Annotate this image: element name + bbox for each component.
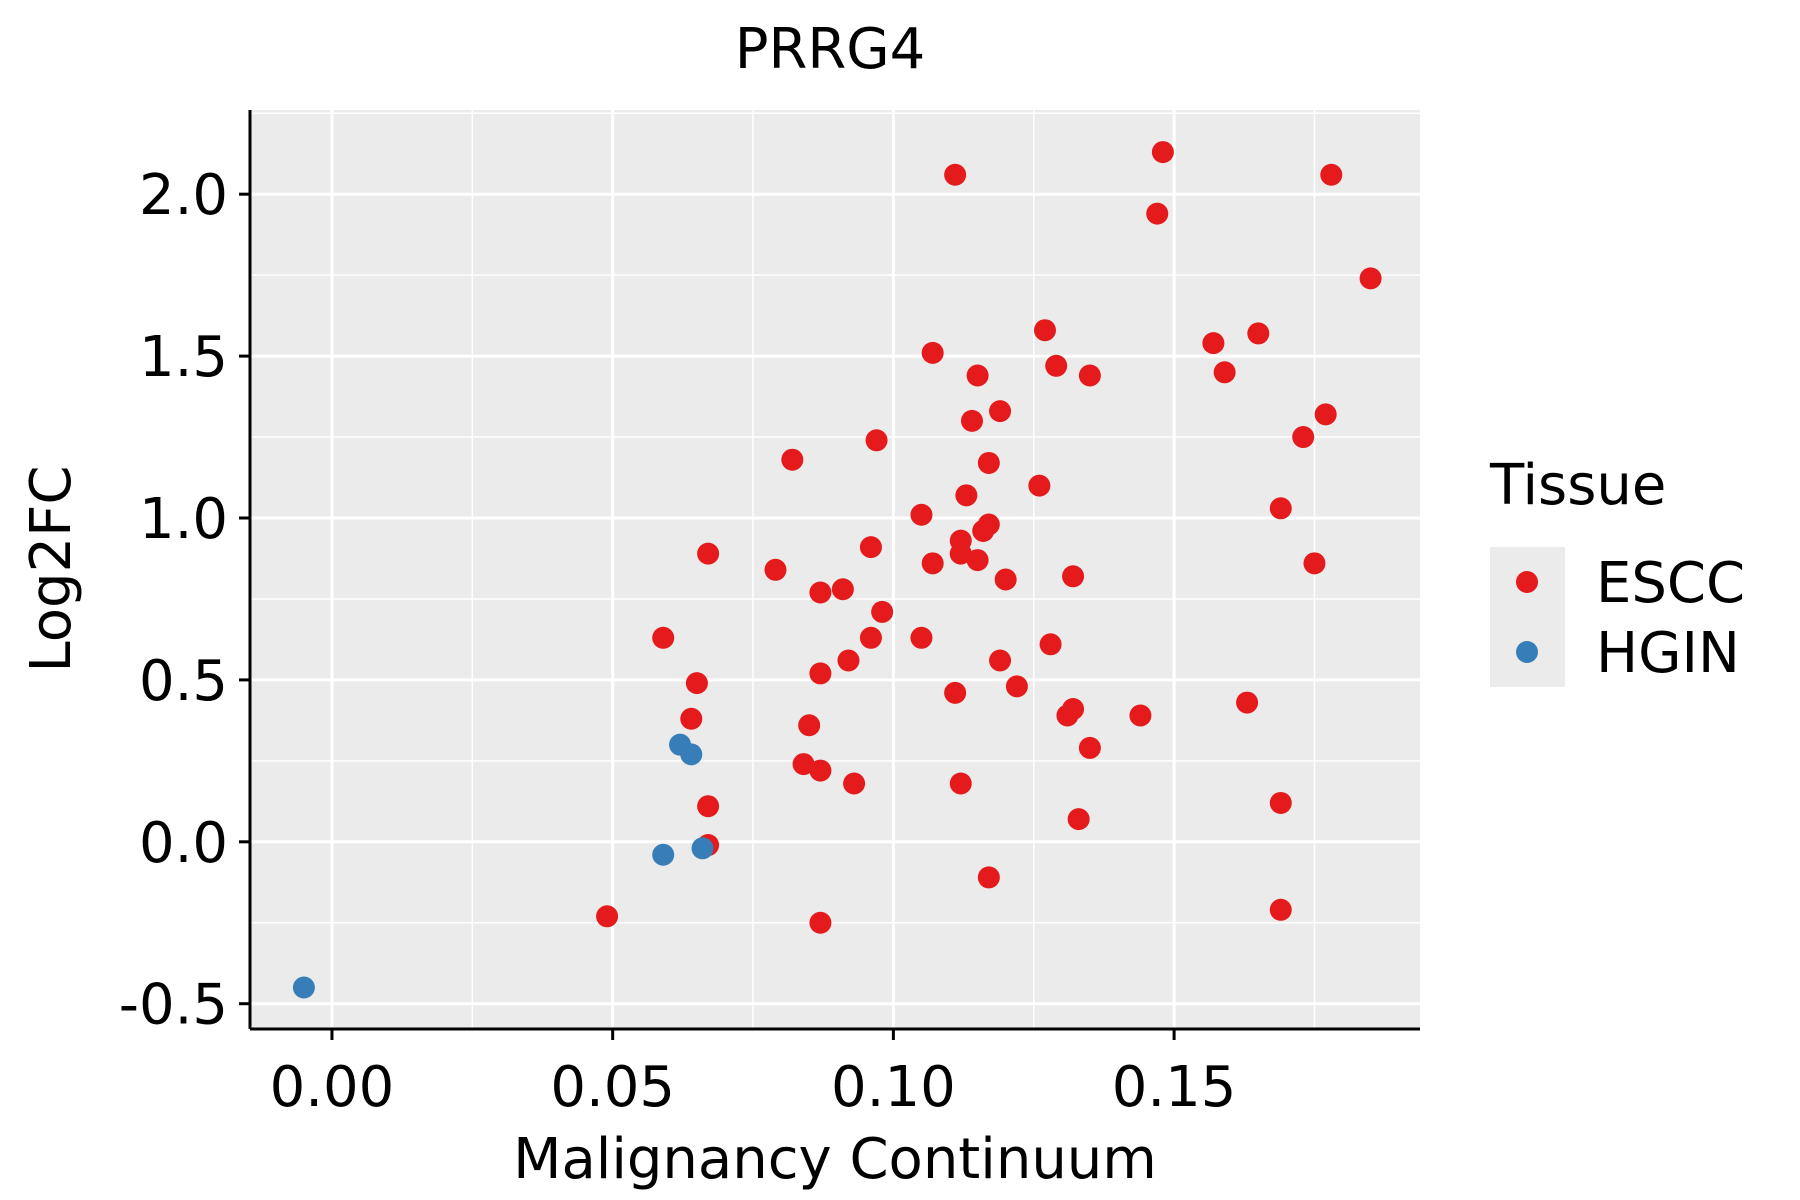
point-escc-64 (977, 866, 1000, 889)
point-escc-44 (989, 649, 1012, 672)
point-escc-47 (1005, 675, 1028, 698)
point-escc-67 (809, 911, 832, 934)
point-escc-32 (1303, 552, 1326, 575)
point-hgin-3 (652, 843, 675, 866)
point-escc-52 (1129, 704, 1152, 727)
point-escc-15 (1314, 403, 1337, 426)
legend-title: Tissue (1489, 453, 1666, 518)
y-tick-label-3: 1.0 (139, 487, 228, 552)
data-points (292, 141, 1382, 999)
point-escc-1 (1151, 141, 1174, 164)
point-escc-46 (685, 672, 708, 695)
grid-minor-lines (250, 110, 1420, 1028)
point-escc-66 (1269, 898, 1292, 921)
point-escc-34 (1062, 565, 1085, 588)
point-escc-19 (977, 451, 1000, 474)
point-escc-59 (949, 772, 972, 795)
point-escc-58 (843, 772, 866, 795)
point-escc-2 (1320, 163, 1343, 186)
point-escc-12 (1078, 364, 1101, 387)
point-escc-62 (1067, 808, 1090, 831)
grid-major-lines (250, 110, 1420, 1028)
legend-key-escc (1516, 571, 1538, 593)
x-tick-label-2: 0.10 (831, 1055, 956, 1120)
point-escc-9 (1045, 354, 1068, 377)
point-escc-0 (944, 163, 967, 186)
legend: Tissue ESCC HGIN (1489, 453, 1745, 687)
y-tick-label-5: 2.0 (139, 163, 228, 228)
point-escc-61 (1269, 791, 1292, 814)
point-escc-17 (1292, 426, 1315, 449)
plot-panel (250, 110, 1420, 1028)
point-escc-4 (1359, 267, 1382, 290)
y-axis-ticks: -0.5 0.0 0.5 1.0 1.5 2.0 (119, 163, 250, 1038)
point-escc-30 (921, 552, 944, 575)
point-escc-42 (1039, 633, 1062, 656)
point-escc-21 (955, 484, 978, 507)
point-escc-53 (680, 707, 703, 730)
point-hgin-4 (292, 976, 315, 999)
point-escc-22 (910, 503, 933, 526)
point-escc-56 (792, 753, 815, 776)
legend-key-hgin (1516, 641, 1538, 663)
point-escc-55 (1078, 736, 1101, 759)
point-escc-14 (960, 409, 983, 432)
point-escc-57 (809, 759, 832, 782)
y-tick-label-2: 0.5 (139, 649, 228, 714)
point-escc-10 (1213, 361, 1236, 384)
point-escc-28 (697, 542, 720, 565)
point-escc-6 (1202, 332, 1225, 355)
point-escc-25 (972, 519, 995, 542)
point-escc-16 (865, 429, 888, 452)
point-escc-40 (859, 626, 882, 649)
point-escc-20 (1028, 474, 1051, 497)
point-escc-5 (1033, 319, 1056, 342)
point-escc-11 (966, 364, 989, 387)
point-escc-3 (1146, 202, 1169, 225)
point-escc-49 (1236, 691, 1259, 714)
y-axis-label: Log2FC (19, 466, 84, 673)
point-hgin-2 (691, 837, 714, 860)
point-escc-60 (697, 795, 720, 818)
x-tick-label-0: 0.00 (270, 1055, 395, 1120)
point-escc-35 (994, 568, 1017, 591)
point-escc-45 (809, 662, 832, 685)
legend-label-escc: ESCC (1596, 551, 1745, 616)
point-escc-13 (989, 400, 1012, 423)
point-hgin-1 (680, 743, 703, 766)
point-escc-29 (949, 542, 972, 565)
point-escc-33 (764, 558, 787, 581)
point-escc-41 (910, 626, 933, 649)
x-axis-ticks: 0.00 0.05 0.10 0.15 (270, 1029, 1237, 1120)
point-escc-38 (871, 600, 894, 623)
point-escc-8 (921, 341, 944, 364)
y-tick-label-4: 1.5 (139, 325, 228, 390)
chart-title: PRRG4 (735, 17, 926, 82)
point-escc-27 (859, 536, 882, 559)
x-axis-label: Malignancy Continuum (513, 1127, 1157, 1192)
point-escc-37 (809, 581, 832, 604)
x-tick-label-3: 0.15 (1112, 1055, 1237, 1120)
y-tick-label-0: -0.5 (119, 973, 228, 1038)
point-escc-43 (837, 649, 860, 672)
y-tick-label-1: 0.0 (139, 811, 228, 876)
x-tick-label-1: 0.05 (550, 1055, 675, 1120)
point-escc-39 (652, 626, 675, 649)
point-escc-23 (1269, 497, 1292, 520)
legend-label-hgin: HGIN (1596, 621, 1740, 686)
point-escc-65 (596, 905, 619, 928)
point-escc-36 (831, 578, 854, 601)
point-escc-31 (966, 549, 989, 572)
point-escc-48 (944, 681, 967, 704)
point-escc-7 (1247, 322, 1270, 345)
point-escc-54 (798, 714, 821, 737)
point-escc-51 (1056, 704, 1079, 727)
point-escc-18 (781, 448, 804, 471)
